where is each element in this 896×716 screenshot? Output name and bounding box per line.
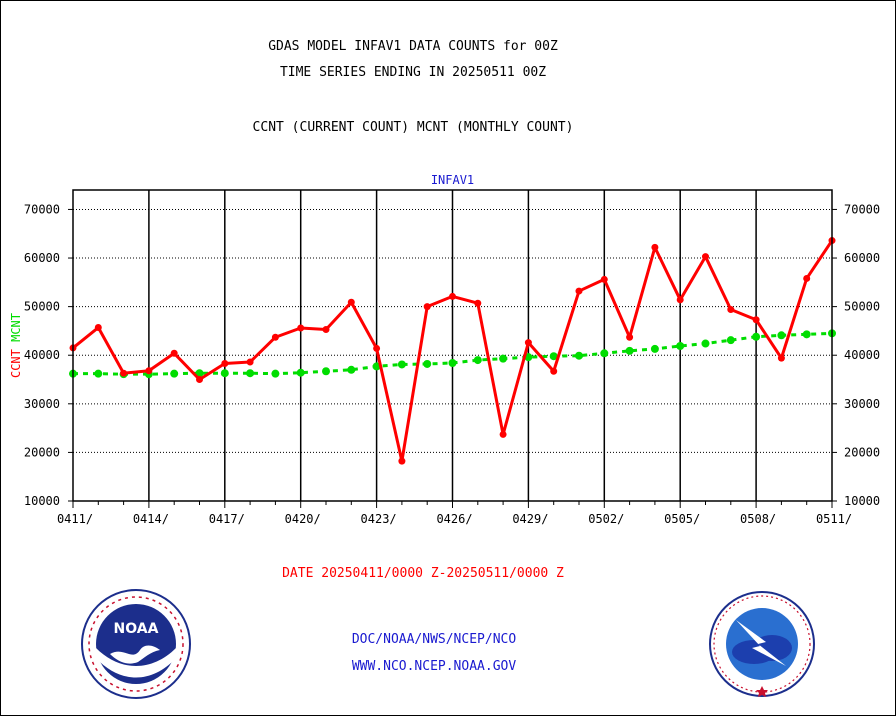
national-weather-service-icon — [709, 591, 815, 697]
x-tick-label: 0423/ — [361, 512, 397, 526]
data-point-mcnt — [752, 332, 761, 341]
data-point-ccnt — [499, 430, 507, 438]
data-point-mcnt — [549, 352, 558, 361]
data-point-ccnt — [575, 287, 583, 295]
data-point-ccnt — [196, 376, 203, 384]
noaa-logo-text: NOAA — [114, 621, 159, 637]
data-point-ccnt — [777, 354, 785, 362]
credit-org: DOC/NOAA/NWS/NCEP/NCO — [351, 632, 517, 647]
y-tick-label-right: 30000 — [844, 397, 880, 411]
y-tick-label-right: 10000 — [844, 494, 880, 508]
data-point-ccnt — [246, 358, 254, 366]
data-point-mcnt — [296, 368, 305, 377]
data-point-ccnt — [94, 324, 102, 332]
y-axis-label-gap — [9, 342, 23, 349]
x-tick-label: 0426/ — [436, 512, 472, 526]
data-point-ccnt — [221, 359, 229, 367]
data-point-ccnt — [803, 274, 811, 282]
data-point-ccnt — [322, 325, 330, 333]
y-tick-label-left: 20000 — [24, 445, 60, 459]
data-point-mcnt — [94, 369, 103, 378]
y-axis-label: CCNT MCNT — [9, 313, 23, 378]
y-tick-label-right: 40000 — [844, 348, 880, 362]
data-point-ccnt — [373, 344, 381, 352]
data-point-ccnt — [676, 296, 684, 304]
data-point-mcnt — [473, 356, 482, 365]
y-axis-label-mcnt: MCNT — [9, 313, 23, 342]
data-point-mcnt — [195, 369, 204, 378]
data-point-mcnt — [322, 367, 330, 376]
data-point-mcnt — [676, 341, 685, 350]
noaa-logo-icon: NOAA — [81, 589, 191, 699]
y-tick-label-left: 40000 — [24, 348, 60, 362]
x-tick-label: 0420/ — [285, 512, 321, 526]
data-point-ccnt — [626, 333, 634, 341]
y-tick-label-right: 50000 — [844, 300, 880, 314]
x-tick-label: 0429/ — [512, 512, 548, 526]
data-point-mcnt — [448, 358, 457, 367]
y-tick-label-left: 30000 — [24, 397, 60, 411]
series-description: CCNT (CURRENT COUNT) MCNT (MONTHLY COUNT… — [252, 120, 574, 135]
data-point-mcnt — [650, 344, 659, 353]
data-point-ccnt — [120, 369, 128, 377]
data-point-ccnt — [600, 275, 608, 283]
data-point-ccnt — [398, 457, 406, 465]
x-tick-label: 0508/ — [740, 512, 776, 526]
data-point-mcnt — [625, 346, 634, 355]
y-tick-label-left: 60000 — [24, 251, 60, 265]
data-point-mcnt — [802, 330, 811, 339]
data-point-ccnt — [170, 349, 178, 357]
plot-area — [72, 189, 833, 502]
data-point-ccnt — [145, 367, 153, 375]
x-tick-label: 0505/ — [664, 512, 700, 526]
data-point-mcnt — [246, 369, 255, 378]
data-point-ccnt — [449, 292, 456, 300]
data-point-mcnt — [423, 359, 432, 368]
chart-subtitle: TIME SERIES ENDING IN 20250511 00Z — [279, 65, 547, 80]
y-tick-label-right: 60000 — [844, 251, 880, 265]
data-point-mcnt — [499, 354, 508, 363]
x-tick-label: 0502/ — [588, 512, 624, 526]
data-point-ccnt — [423, 303, 431, 311]
data-point-ccnt — [752, 316, 760, 324]
data-point-mcnt — [372, 362, 381, 371]
credit-url[interactable]: WWW.NCO.NCEP.NOAA.GOV — [351, 659, 517, 674]
data-point-ccnt — [524, 339, 532, 347]
y-tick-label-left: 70000 — [24, 202, 60, 216]
y-tick-label-left: 10000 — [24, 494, 60, 508]
data-point-mcnt — [170, 369, 179, 378]
data-point-mcnt — [600, 349, 609, 358]
data-point-mcnt — [701, 339, 710, 348]
data-point-ccnt — [271, 333, 279, 341]
x-tick-label: 0417/ — [209, 512, 245, 526]
data-point-mcnt — [271, 369, 280, 378]
data-point-mcnt — [726, 336, 735, 345]
y-tick-label-left: 50000 — [24, 300, 60, 314]
data-point-ccnt — [347, 298, 355, 306]
data-point-ccnt — [651, 243, 659, 251]
data-point-ccnt — [550, 367, 558, 375]
data-point-ccnt — [727, 306, 735, 314]
panel-title: INFAV1 — [431, 173, 474, 187]
data-point-ccnt — [474, 299, 482, 307]
data-point-mcnt — [220, 369, 229, 378]
date-range: DATE 20250411/0000 Z-20250511/0000 Z — [282, 566, 564, 581]
y-tick-label-right: 70000 — [844, 202, 880, 216]
x-tick-label: 0411/ — [57, 512, 93, 526]
data-point-ccnt — [297, 324, 305, 332]
data-point-mcnt — [777, 331, 786, 340]
y-tick-label-right: 20000 — [844, 445, 880, 459]
x-tick-label: 0511/ — [816, 512, 852, 526]
chart-title: GDAS MODEL INFAV1 DATA COUNTS for 00Z — [268, 39, 558, 54]
data-point-mcnt — [397, 360, 406, 369]
data-point-ccnt — [702, 253, 709, 261]
data-point-mcnt — [575, 351, 583, 360]
data-point-mcnt — [347, 365, 356, 374]
y-axis-label-ccnt: CCNT — [9, 349, 23, 378]
x-tick-label: 0414/ — [133, 512, 169, 526]
